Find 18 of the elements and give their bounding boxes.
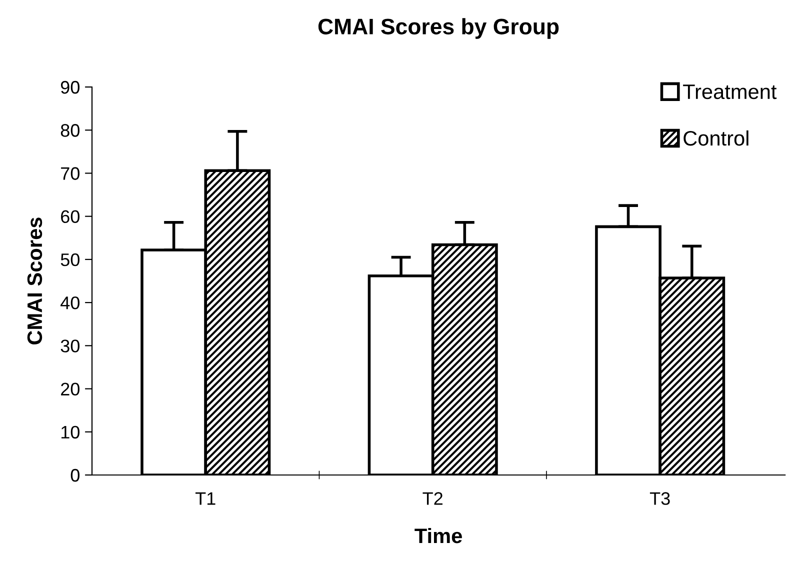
y-tick-label: 0 xyxy=(70,468,80,482)
y-tick-label: 20 xyxy=(61,382,80,396)
y-tick-label: 50 xyxy=(60,253,80,266)
y-tick-label: 70 xyxy=(61,167,80,180)
chart-title: CMAI Scores by Group xyxy=(318,18,559,39)
x-tick-label: T2 xyxy=(422,492,442,505)
legend-label: Control xyxy=(684,130,748,146)
y-tick-label: 60 xyxy=(61,210,80,224)
y-tick-label: 30 xyxy=(60,340,80,352)
x-tick-label: T3 xyxy=(650,492,670,505)
y-tick-label: 90 xyxy=(60,80,80,94)
legend-label: Treatment xyxy=(683,84,777,100)
x-tick-label: T1 xyxy=(195,492,216,505)
y-tick-label: 10 xyxy=(61,426,80,439)
y-tick-label: 40 xyxy=(60,296,80,310)
x-axis-title: Time xyxy=(414,528,462,544)
y-tick-label: 80 xyxy=(60,124,80,137)
y-axis-title: CMAI Scores xyxy=(27,218,42,344)
